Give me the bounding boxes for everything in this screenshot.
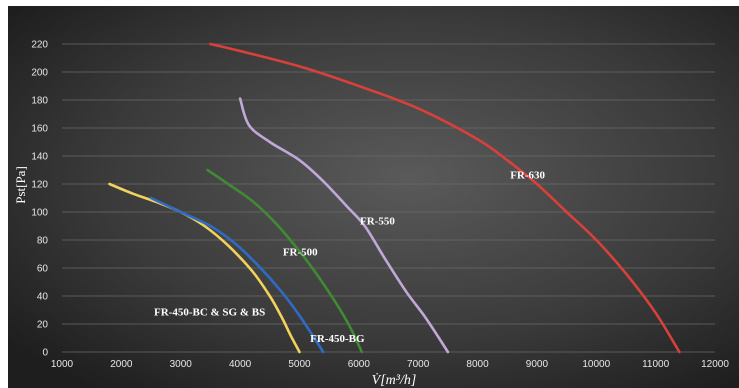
x-tick-label: 9000 [526, 359, 549, 370]
curve-labels: FR-630 FR-550 FR-500 FR-450-BC & SG & BS FR-… [154, 169, 546, 345]
x-tick-label: 10000 [582, 359, 610, 370]
series-line-fr-450-bc-sg-bs [108, 182, 301, 354]
curve-label: FR-450-BG [310, 333, 365, 345]
y-tick-labels: 0 20 40 60 80 100 120 140 160 180 200 220 [31, 40, 48, 359]
y-tick-label: 100 [31, 208, 48, 219]
x-tick-label: 6000 [348, 359, 371, 370]
series-line-fr-550 [238, 97, 450, 354]
y-tick-label: 120 [31, 180, 48, 191]
y-tick-label: 160 [31, 124, 48, 135]
series-lines [108, 42, 681, 354]
x-tick-label: 4000 [229, 359, 252, 370]
gridlines [62, 43, 715, 353]
x-tick-label: 12000 [701, 359, 729, 370]
y-axis-title: Pst[Pa] [13, 166, 28, 204]
y-tick-label: 140 [31, 152, 48, 163]
y-tick-label: 20 [37, 320, 49, 331]
x-tick-label: 1000 [51, 359, 74, 370]
curve-label: FR-450-BC & SG & BS [154, 307, 265, 319]
y-tick-label: 40 [37, 292, 49, 303]
y-tick-label: 80 [37, 236, 49, 247]
y-tick-label: 0 [42, 348, 48, 359]
x-axis-title: V̇[m³/h] [372, 372, 417, 388]
x-tick-label: 5000 [288, 359, 311, 370]
y-tick-label: 200 [31, 68, 48, 79]
x-tick-label: 3000 [170, 359, 193, 370]
x-tick-label: 8000 [466, 359, 489, 370]
chart-background [8, 6, 739, 388]
x-tick-labels: 1000 2000 3000 4000 5000 6000 7000 8000 9000 1000… [51, 359, 729, 370]
curve-label: FR-500 [283, 246, 318, 258]
series-line-fr-630 [209, 42, 681, 354]
x-tick-label: 2000 [110, 359, 133, 370]
y-tick-label: 220 [31, 40, 48, 51]
curve-label: FR-550 [360, 216, 395, 228]
y-tick-label: 180 [31, 96, 48, 107]
series-line-fr-500 [206, 168, 364, 354]
y-tick-label: 60 [37, 264, 49, 275]
series-line-fr-450-bg [149, 196, 325, 354]
x-tick-label: 11000 [642, 359, 670, 370]
x-tick-label: 7000 [407, 359, 430, 370]
curve-label: FR-630 [510, 169, 545, 181]
